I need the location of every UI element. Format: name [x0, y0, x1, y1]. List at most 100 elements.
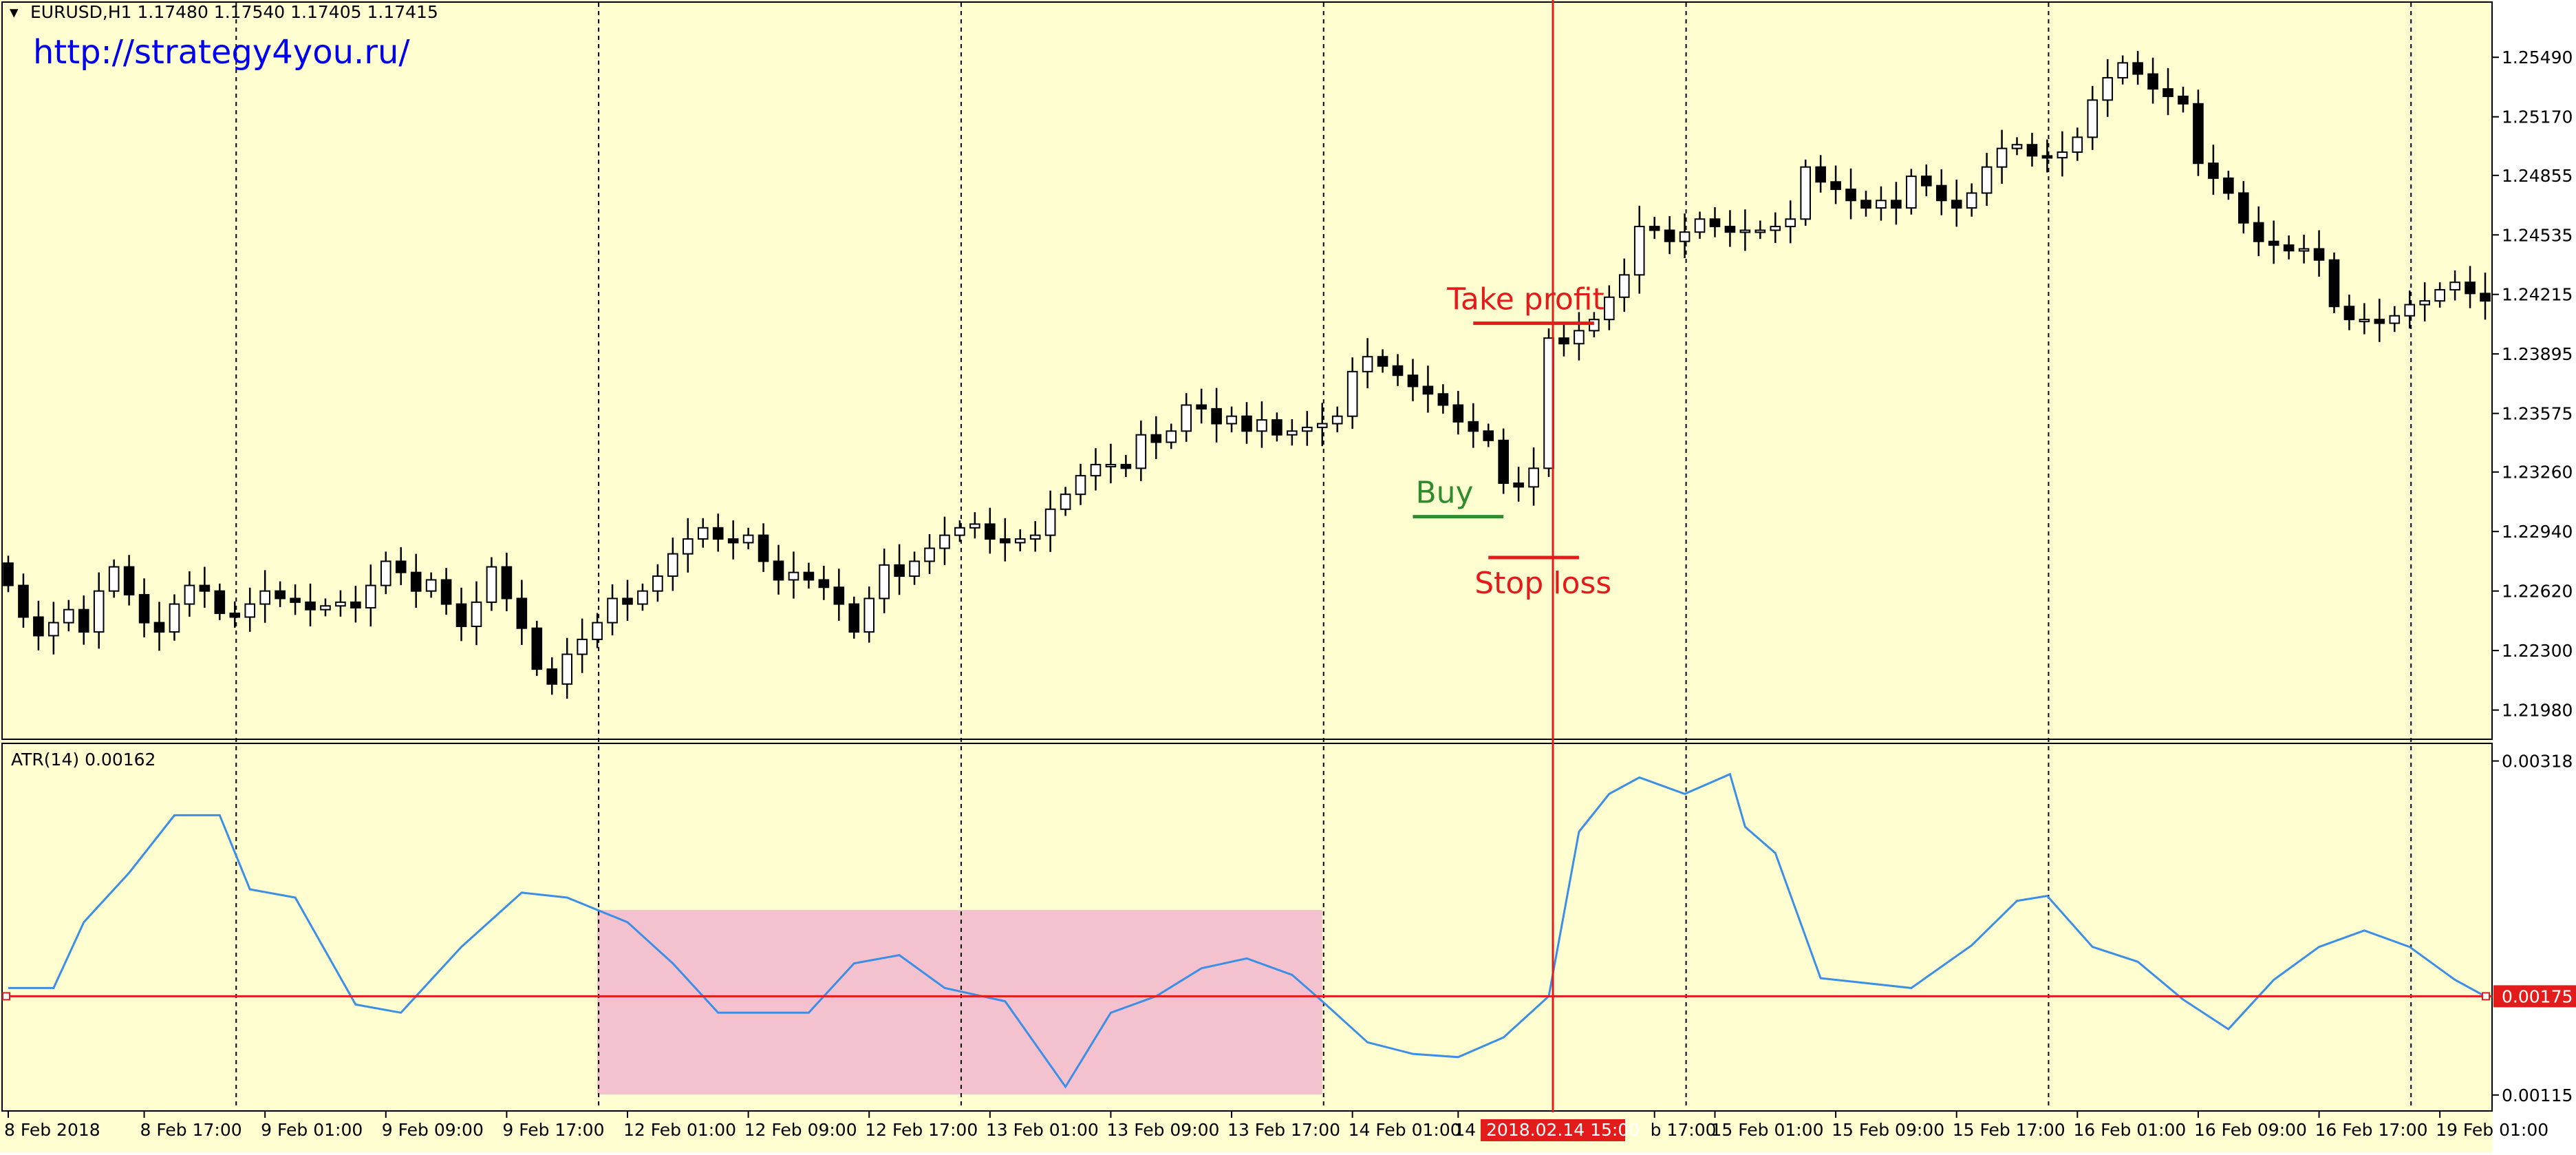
candle-bull: [2434, 288, 2445, 302]
time-tick-label: 15 Feb 01:00: [1710, 1120, 1823, 1140]
candlestick-series: [3, 51, 2491, 699]
candle-bear: [2237, 192, 2249, 224]
price-tick-label: 1.24215: [2502, 285, 2573, 305]
price-axis: 1.25490 1.25170 1.24855 1.24535 1.24215 1.238…: [2492, 47, 2576, 1105]
candle-bull: [1800, 166, 1811, 220]
candle-bear: [455, 603, 467, 627]
candle-bull: [2072, 136, 2083, 153]
candle-bear: [1422, 385, 1434, 395]
time-axis: 8 Feb 2018 8 Feb 17:00 9 Feb 01:00 9 Feb 09…: [4, 1111, 2548, 1141]
candle-bear: [985, 523, 996, 540]
atr-highlight-rect: [597, 910, 1322, 1094]
atr-level-marker-left: [2, 992, 10, 1001]
candle-bull: [607, 597, 618, 624]
trade-annotations: Take profit Buy Stop loss: [1413, 282, 1611, 601]
candle-bull: [1574, 330, 1585, 345]
atr-indicator-label: ATR(14) 0.00162: [11, 750, 155, 770]
candle-bear: [1392, 365, 1404, 377]
annotation-label-1: Buy: [1415, 476, 1473, 511]
candle-bear: [546, 668, 558, 685]
candle-bear: [1498, 439, 1509, 484]
candle-bear: [622, 597, 633, 605]
price-tick-label: 1.23260: [2502, 463, 2573, 483]
time-tick-label: 16 Feb 17:00: [2315, 1120, 2428, 1140]
candle-bear: [1211, 407, 1222, 425]
candle-bull: [1044, 508, 1056, 536]
candle-bear: [1830, 181, 1841, 191]
candle-bear: [2178, 95, 2189, 105]
candle-bull: [169, 603, 180, 633]
candle-bear: [1483, 430, 1494, 441]
time-tick-label: b 17:00: [1651, 1120, 1717, 1140]
indicator-panel-frame: [1, 743, 2493, 1112]
candle-bull: [380, 560, 391, 586]
candle-bull: [1014, 538, 1026, 544]
candle-bear: [848, 603, 860, 633]
candle-bull: [924, 547, 935, 562]
candle-bear: [18, 584, 29, 618]
candle-bull: [1226, 415, 1237, 425]
candle-bull: [63, 608, 74, 624]
candle-bull: [1739, 229, 1751, 233]
time-tick-label: 12 Feb 01:00: [623, 1120, 736, 1140]
candle-bull: [365, 584, 376, 608]
candle-bull: [108, 566, 120, 592]
candle-bear: [818, 579, 830, 589]
time-tick-label: 13 Feb 17:00: [1227, 1120, 1340, 1140]
candle-bear: [2465, 282, 2476, 295]
candle-bull: [1181, 404, 1192, 432]
candle-bear: [1452, 404, 1464, 423]
candle-bear: [1724, 226, 1736, 233]
time-tick-label: 9 Feb 17:00: [502, 1120, 604, 1140]
candle-bear: [1664, 229, 1675, 242]
candle-bull: [48, 622, 59, 637]
cursor-date-badge: [1481, 1119, 1626, 1141]
candle-bear: [1513, 482, 1524, 488]
price-tick-label: 1.22620: [2502, 582, 2573, 602]
atr-level-badge-label: 0.00175: [2502, 986, 2573, 1006]
candle-bull: [1966, 192, 1977, 209]
candle-bull: [1981, 166, 1993, 194]
candle-bull: [335, 601, 346, 607]
candle-bear: [123, 566, 135, 596]
atr-level-marker-right: [2482, 992, 2490, 1001]
candle-bear: [410, 571, 422, 592]
candle-bear: [1558, 337, 1569, 345]
time-tick-label: 13 Feb 09:00: [1106, 1120, 1219, 1140]
url-watermark[interactable]: http://strategy4you.ru/: [33, 33, 410, 72]
candle-bear: [1845, 189, 1856, 202]
atr-level-badge: [2493, 985, 2576, 1008]
candle-bear: [1815, 166, 1826, 183]
candle-bull: [2102, 76, 2114, 101]
candle-bull: [1996, 147, 2008, 168]
candle-bear: [803, 571, 815, 581]
candle-bull: [1331, 415, 1343, 425]
candle-bear: [395, 560, 407, 573]
candle-bear: [2328, 259, 2340, 308]
candle-bull: [683, 538, 694, 555]
time-tick-label: 12 Feb 09:00: [744, 1120, 857, 1140]
candle-bull: [863, 597, 875, 633]
candle-bull: [788, 571, 799, 581]
candle-bull: [1105, 463, 1117, 467]
candle-bear: [1709, 218, 1721, 228]
candle-bear: [305, 601, 316, 611]
price-tick-label: 1.23575: [2502, 404, 2573, 424]
candle-bear: [1377, 356, 1388, 367]
annotation-label-2: Stop loss: [1474, 566, 1611, 601]
price-tick-label: 1.22300: [2502, 641, 2573, 661]
candle-bull: [637, 590, 648, 605]
candle-bear: [2193, 103, 2204, 165]
header-dropdown-icon[interactable]: ▾: [10, 2, 19, 22]
candle-bear: [1407, 374, 1419, 388]
candle-bull: [1256, 419, 1267, 432]
candle-bear: [1935, 184, 1947, 202]
candle-bull: [1166, 430, 1177, 443]
candle-bull: [1362, 356, 1373, 372]
main-panel-frame: [1, 1, 2493, 740]
candle-bear: [1271, 419, 1282, 436]
candle-bull: [2087, 99, 2099, 138]
candle-bear: [2313, 248, 2325, 261]
candle-bear: [2041, 155, 2053, 159]
